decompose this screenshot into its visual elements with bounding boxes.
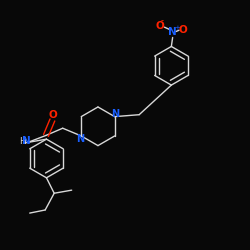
Text: O: O — [178, 25, 187, 35]
Text: H: H — [20, 136, 26, 145]
Text: N: N — [168, 27, 177, 37]
Text: N: N — [112, 108, 120, 118]
Text: -: - — [161, 16, 164, 25]
Text: +: + — [174, 25, 180, 31]
Text: N: N — [76, 134, 84, 144]
Text: O: O — [48, 110, 57, 120]
Text: N: N — [22, 136, 31, 146]
Text: O: O — [156, 21, 164, 31]
